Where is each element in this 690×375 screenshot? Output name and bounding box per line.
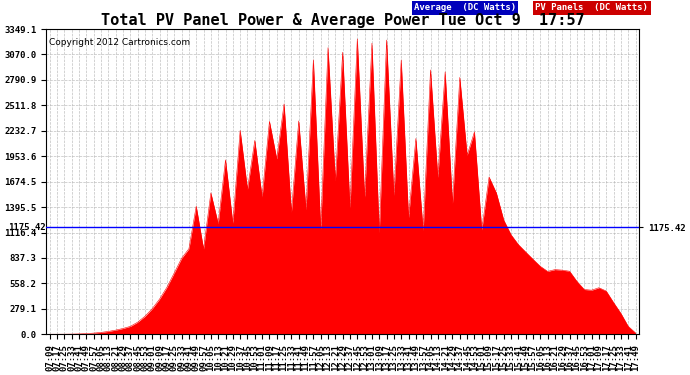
Text: PV Panels  (DC Watts): PV Panels (DC Watts) bbox=[535, 3, 649, 12]
Text: Average  (DC Watts): Average (DC Watts) bbox=[414, 3, 516, 12]
Title: Total PV Panel Power & Average Power Tue Oct 9  17:57: Total PV Panel Power & Average Power Tue… bbox=[101, 13, 584, 28]
Text: Copyright 2012 Cartronics.com: Copyright 2012 Cartronics.com bbox=[49, 38, 190, 47]
Text: 1175.42: 1175.42 bbox=[8, 223, 46, 232]
